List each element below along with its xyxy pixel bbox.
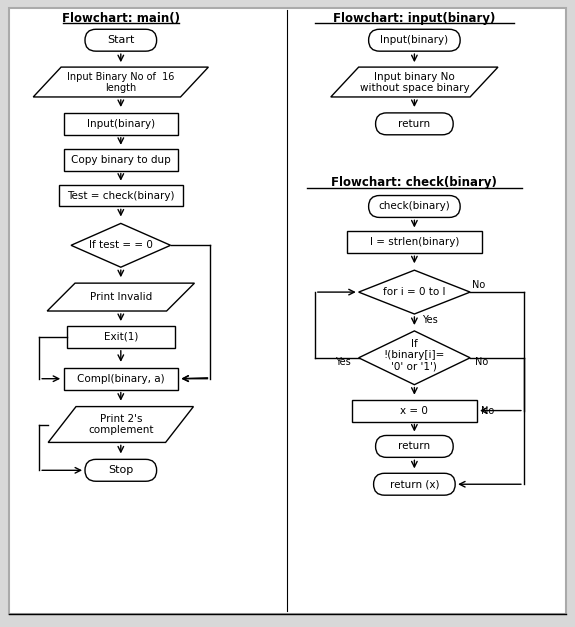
- Text: Test = check(binary): Test = check(binary): [67, 191, 175, 201]
- Text: Input(binary): Input(binary): [87, 119, 155, 129]
- Text: Input binary No: Input binary No: [374, 72, 455, 82]
- FancyBboxPatch shape: [85, 29, 156, 51]
- Text: Print Invalid: Print Invalid: [90, 292, 152, 302]
- Text: Start: Start: [107, 35, 135, 45]
- Text: Flowchart: input(binary): Flowchart: input(binary): [333, 12, 496, 25]
- FancyBboxPatch shape: [369, 196, 460, 218]
- Bar: [67, 326, 175, 348]
- FancyBboxPatch shape: [375, 436, 453, 457]
- Polygon shape: [47, 283, 194, 311]
- Text: Input Binary No of  16: Input Binary No of 16: [67, 72, 174, 82]
- Bar: [64, 368, 178, 389]
- Polygon shape: [33, 67, 208, 97]
- Polygon shape: [359, 331, 470, 385]
- Text: x = 0: x = 0: [400, 406, 428, 416]
- Text: Yes: Yes: [423, 315, 438, 325]
- FancyBboxPatch shape: [85, 460, 156, 482]
- Text: If: If: [411, 339, 418, 349]
- FancyBboxPatch shape: [375, 113, 453, 135]
- Text: No: No: [481, 406, 494, 416]
- Text: No: No: [473, 280, 486, 290]
- Text: Compl(binary, a): Compl(binary, a): [77, 374, 164, 384]
- Text: return: return: [398, 119, 431, 129]
- Text: length: length: [105, 83, 136, 93]
- Text: l = strlen(binary): l = strlen(binary): [370, 237, 459, 247]
- Text: for i = 0 to l: for i = 0 to l: [383, 287, 446, 297]
- Text: No: No: [476, 357, 489, 367]
- Text: Exit(1): Exit(1): [104, 332, 138, 342]
- Text: return (x): return (x): [390, 479, 439, 489]
- Polygon shape: [71, 223, 171, 267]
- FancyBboxPatch shape: [369, 29, 460, 51]
- Bar: [59, 184, 183, 206]
- Text: Print 2's: Print 2's: [99, 414, 142, 423]
- Text: Input(binary): Input(binary): [380, 35, 449, 45]
- Text: Flowchart: main(): Flowchart: main(): [62, 12, 180, 25]
- Polygon shape: [48, 406, 193, 443]
- Polygon shape: [359, 270, 470, 314]
- Text: '0' or '1'): '0' or '1'): [392, 362, 438, 372]
- Text: check(binary): check(binary): [378, 201, 450, 211]
- Polygon shape: [331, 67, 498, 97]
- Text: Yes: Yes: [335, 357, 351, 367]
- Text: Stop: Stop: [108, 465, 133, 475]
- FancyBboxPatch shape: [374, 473, 455, 495]
- Text: Flowchart: check(binary): Flowchart: check(binary): [331, 176, 497, 189]
- Text: If test = = 0: If test = = 0: [89, 240, 153, 250]
- Text: complement: complement: [88, 426, 154, 436]
- Bar: [352, 399, 477, 421]
- Bar: [64, 149, 178, 171]
- Bar: [347, 231, 481, 253]
- Bar: [64, 113, 178, 135]
- Text: without space binary: without space binary: [359, 83, 469, 93]
- Text: Copy binary to dup: Copy binary to dup: [71, 155, 171, 165]
- Text: !(binary[i]=: !(binary[i]=: [384, 350, 445, 360]
- Text: return: return: [398, 441, 431, 451]
